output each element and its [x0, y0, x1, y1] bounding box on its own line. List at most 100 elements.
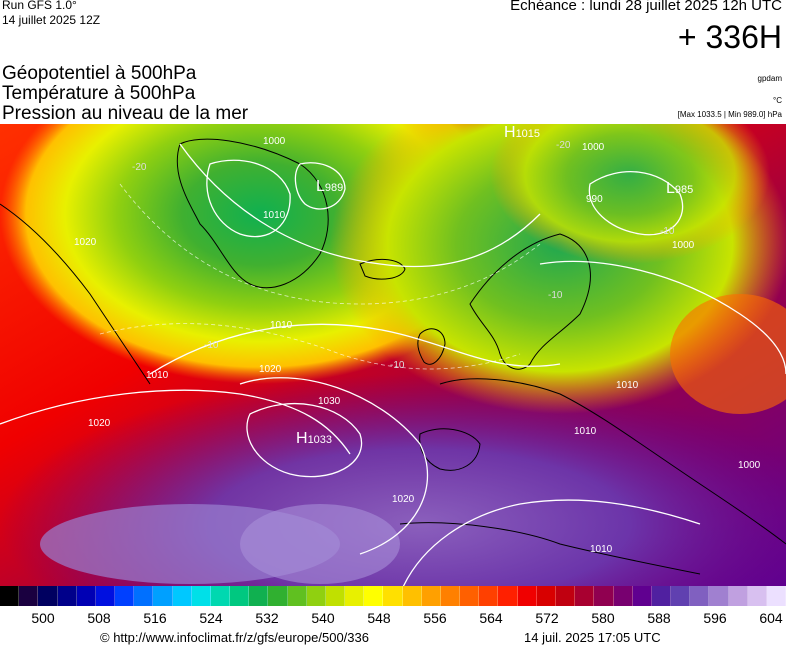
colorbar-swatch — [747, 586, 767, 606]
colorbar-swatch — [575, 586, 595, 606]
isotherm — [99, 323, 521, 370]
colorbar-swatch — [76, 586, 96, 606]
isobar-label: 1010 — [146, 370, 169, 381]
isotherm-label: -20 — [132, 162, 147, 173]
colorbar-tick: 524 — [199, 610, 223, 626]
pressure-center-high-symbol: H — [296, 430, 308, 447]
subtropical-core — [240, 504, 400, 584]
isotherm-label: -10 — [548, 290, 563, 301]
colorbar-tick: 500 — [31, 610, 55, 626]
greenland-coast — [176, 138, 329, 289]
africa-coast — [399, 522, 701, 575]
colorbar-swatch — [38, 586, 58, 606]
scandinavia-coast — [469, 233, 591, 370]
pressure-center-high-value: 1033 — [307, 434, 333, 446]
isobar-1020-west — [0, 389, 351, 455]
colorbar-ticks: 500 508 516 524 532 540 548 556 564 572 … — [0, 610, 786, 626]
colorbar-swatch — [766, 586, 786, 606]
colorbar-swatch — [172, 586, 192, 606]
colorbar-swatch — [536, 586, 556, 606]
isobar-1010-east — [539, 260, 786, 375]
colorbar-swatch — [268, 586, 288, 606]
pressure-range: [Max 1033.5 | Min 989.0] hPa — [677, 110, 782, 119]
isobar-1030 — [246, 402, 363, 478]
colorbar-swatch — [153, 586, 173, 606]
isotherm-label: -20 — [556, 140, 571, 151]
colorbar-swatch — [421, 586, 441, 606]
isobar-1020-south — [402, 499, 701, 586]
unit-geopotential: gpdam — [757, 74, 782, 83]
colorbar-tick: 580 — [591, 610, 615, 626]
valid-time: Echéance : lundi 28 juillet 2025 12h UTC — [510, 0, 782, 14]
colorbar-swatch — [517, 586, 537, 606]
parameter-temperature: Température à 500hPa — [2, 83, 196, 104]
credit-url-link[interactable]: © http://www.infoclimat.fr/z/gfs/europe/… — [100, 630, 369, 645]
colorbar-swatch — [594, 586, 614, 606]
pressure-center-high-symbol: H — [504, 124, 516, 141]
colorbar-swatch — [19, 586, 39, 606]
colorbar-tick: 532 — [255, 610, 279, 626]
europe-coast — [439, 378, 786, 545]
colorbar-swatch — [383, 586, 403, 606]
pressure-center-low-greenland: L989 — [316, 178, 343, 196]
colorbar-swatch — [709, 586, 729, 606]
isotherm-label: -10 — [390, 360, 405, 371]
colorbar-tick: 540 — [311, 610, 335, 626]
colorbar-swatch — [728, 586, 748, 606]
pressure-center-high-north: H1015 — [504, 124, 540, 142]
colorbar-tick: 556 — [423, 610, 447, 626]
isobar-label: 1010 — [590, 544, 613, 555]
temperature-isotherms — [99, 183, 541, 370]
isobar-label: 1030 — [318, 396, 341, 407]
colorbar-swatch — [345, 586, 365, 606]
colorbar-swatch — [632, 586, 652, 606]
colorbar-swatch — [95, 586, 116, 606]
run-label: Run GFS 1.0° — [2, 0, 77, 12]
colorbar-tick: 572 — [535, 610, 559, 626]
isobar-label: 1010 — [616, 380, 639, 391]
isobar-label: 1020 — [259, 364, 282, 375]
colorbar — [0, 586, 786, 606]
isobar-label: 990 — [586, 194, 603, 205]
colorbar-swatch — [249, 586, 269, 606]
coastlines — [0, 138, 786, 575]
colorbar-swatch — [498, 586, 518, 606]
isobar-label: 1000 — [582, 142, 605, 153]
isobar-1020-loop — [239, 377, 429, 555]
colorbar-swatch — [555, 586, 576, 606]
warm-pool-east — [670, 294, 786, 414]
unit-temperature: °C — [773, 96, 782, 105]
isobar-label: 1000 — [263, 136, 286, 147]
isobars — [0, 143, 786, 586]
isotherm-label: -10 — [660, 226, 675, 237]
north-america-coast — [0, 203, 151, 385]
colorbar-swatch — [191, 586, 211, 606]
colorbar-swatch — [325, 586, 346, 606]
parameter-pressure: Pression au niveau de la mer — [2, 103, 249, 124]
isobar-990 — [294, 162, 346, 210]
colorbar-tick: 604 — [759, 610, 783, 626]
pressure-center-low-value: 989 — [324, 182, 344, 194]
isobar-1000-greenland — [206, 159, 291, 238]
colorbar-swatch — [0, 586, 20, 606]
colorbar-swatch — [287, 586, 307, 606]
isobar-label: 1020 — [88, 418, 111, 429]
map-canvas — [0, 124, 786, 586]
weather-map[interactable]: H1033 L989 L985 H1015 1000 1010 1010 101… — [0, 124, 786, 586]
pressure-center-low-symbol: L — [316, 178, 325, 195]
isobar-label: 1020 — [392, 494, 415, 505]
colorbar-swatch — [115, 586, 135, 606]
colorbar-swatch — [671, 586, 691, 606]
isotherm-label: -10 — [204, 340, 219, 351]
isobar-label: 1020 — [74, 237, 97, 248]
colorbar-tick: 596 — [703, 610, 727, 626]
lead-time: + 336H — [677, 19, 782, 55]
colorbar-swatch — [402, 586, 422, 606]
isobar-label: 1000 — [672, 240, 695, 251]
parameter-geopotential: Géopotentiel à 500hPa — [2, 63, 197, 84]
colorbar-swatch — [306, 586, 326, 606]
colorbar-swatch — [364, 586, 384, 606]
iceland-coast — [359, 258, 406, 280]
pressure-center-high: H1033 — [296, 430, 332, 448]
run-date: 14 juillet 2025 12Z — [2, 13, 101, 27]
